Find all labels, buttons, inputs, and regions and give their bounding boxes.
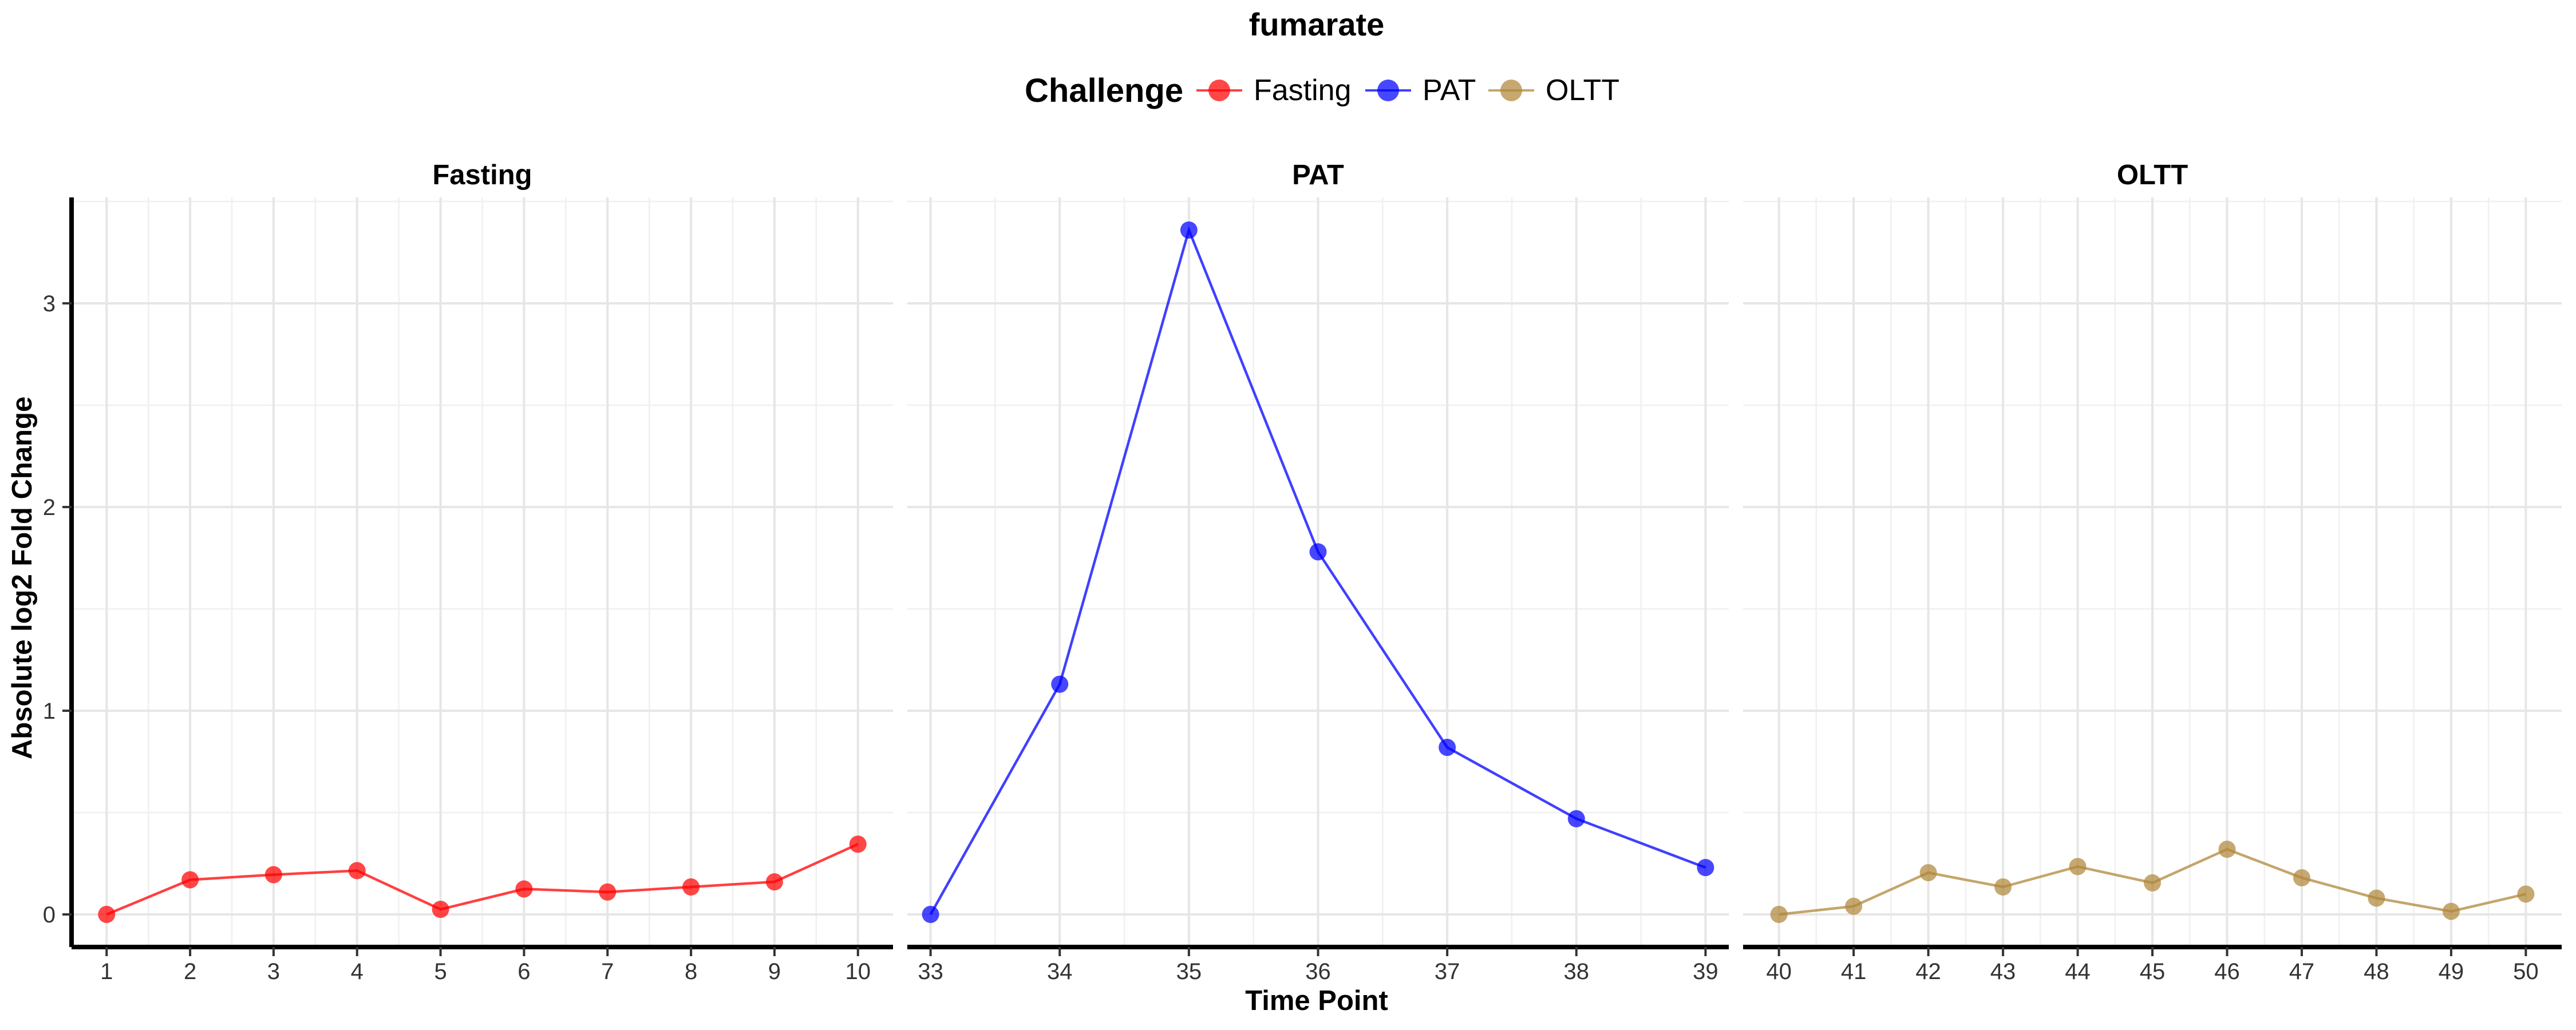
x-tick-label: 50	[2513, 959, 2539, 984]
x-tick-label: 5	[434, 959, 447, 984]
x-tick-label: 43	[1990, 959, 2016, 984]
x-tick-label: 49	[2439, 959, 2464, 984]
x-tick-label: 34	[1047, 959, 1073, 984]
data-point-oltt	[2218, 841, 2236, 858]
x-tick-label: 48	[2364, 959, 2389, 984]
x-tick-label: 47	[2289, 959, 2315, 984]
panel-title: Fasting	[432, 160, 532, 191]
data-point-fasting	[348, 862, 366, 880]
data-point-oltt	[1994, 878, 2012, 896]
data-point-oltt	[2144, 874, 2161, 892]
data-point-pat	[1439, 739, 1456, 756]
x-tick-label: 4	[351, 959, 364, 984]
data-point-oltt	[2368, 889, 2385, 907]
data-point-fasting	[765, 873, 783, 891]
panel-title: OLTT	[2117, 160, 2188, 191]
data-point-fasting	[682, 878, 700, 896]
x-tick-label: 42	[1915, 959, 1941, 984]
data-point-pat	[1697, 859, 1714, 877]
data-point-pat	[922, 906, 939, 924]
legend: Challenge Fasting PAT OLTT	[1025, 72, 1619, 109]
x-axis-title: Time Point	[1245, 985, 1388, 1016]
y-axis-title: Absolute log2 Fold Change	[7, 397, 38, 759]
x-tick-label: 35	[1176, 959, 1202, 984]
data-point-fasting	[264, 866, 282, 884]
data-point-oltt	[2293, 869, 2310, 886]
panel-fasting: Fasting 1 2 3 4 5 6 7 8 9 10 0 1 2 3	[43, 160, 893, 984]
y-tick-label: 0	[43, 902, 56, 928]
x-tick-label: 36	[1305, 959, 1331, 984]
x-tick-label: 41	[1841, 959, 1867, 984]
x-tick-label: 45	[2140, 959, 2166, 984]
x-tick-label: 2	[184, 959, 196, 984]
y-tick-label: 2	[43, 495, 56, 520]
panel-oltt: OLTT 40 41 42 43 44 45 46 47 48 49 50	[1743, 160, 2562, 984]
x-tick-label: 10	[846, 959, 871, 984]
x-tick-label: 8	[685, 959, 697, 984]
x-tick-label: 44	[2065, 959, 2091, 984]
x-tick-label: 3	[267, 959, 280, 984]
x-tick-label: 37	[1435, 959, 1460, 984]
series-line-fasting	[106, 843, 859, 916]
data-point-fasting	[849, 835, 867, 853]
panel-title: PAT	[1292, 160, 1344, 191]
x-tick-label: 46	[2214, 959, 2240, 984]
data-point-fasting	[181, 871, 199, 889]
legend-key-point	[1208, 80, 1230, 101]
y-tick-label: 3	[43, 291, 56, 316]
data-point-oltt	[2069, 858, 2087, 876]
legend-label: OLTT	[1546, 74, 1619, 107]
data-point-oltt	[1770, 906, 1788, 924]
data-point-pat	[1051, 675, 1069, 693]
x-tick-label: 39	[1693, 959, 1718, 984]
data-point-pat	[1567, 810, 1585, 827]
data-point-oltt	[1845, 897, 1863, 915]
legend-key-point	[1500, 80, 1522, 101]
data-point-fasting	[515, 880, 533, 898]
data-point-oltt	[2442, 902, 2460, 920]
x-tick-label: 40	[1766, 959, 1792, 984]
x-tick-label: 1	[100, 959, 113, 984]
legend-label: PAT	[1423, 74, 1476, 107]
data-point-fasting	[432, 901, 449, 918]
data-point-oltt	[1919, 864, 1937, 882]
x-tick-label: 38	[1564, 959, 1590, 984]
data-point-fasting	[98, 906, 116, 924]
data-point-pat	[1180, 221, 1198, 239]
legend-title: Challenge	[1025, 72, 1183, 109]
legend-key-point	[1377, 80, 1399, 101]
panel-pat: PAT 33 34 35 36 37 38 39	[907, 160, 1729, 984]
x-tick-label: 7	[601, 959, 614, 984]
chart-title: fumarate	[1249, 6, 1385, 42]
x-tick-label: 33	[918, 959, 943, 984]
data-point-oltt	[2517, 885, 2535, 903]
x-tick-label: 9	[768, 959, 781, 984]
data-point-fasting	[599, 883, 617, 901]
legend-label: Fasting	[1254, 74, 1352, 107]
y-tick-label: 1	[43, 699, 56, 724]
x-tick-label: 6	[517, 959, 530, 984]
data-point-pat	[1309, 543, 1327, 561]
